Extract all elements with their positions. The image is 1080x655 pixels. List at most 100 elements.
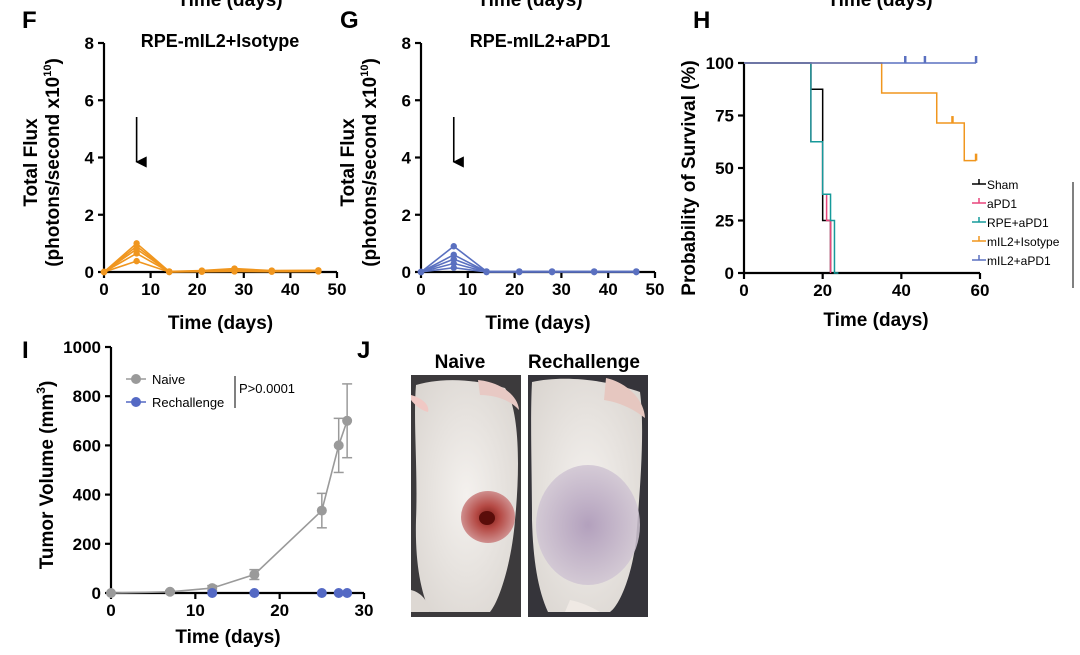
chart-f-data-point (133, 257, 140, 265)
chart-g-x-tick-label: 50 (646, 280, 665, 299)
chart-g-y-label-line1: Total Flux (338, 118, 359, 207)
chart-h-y-tick-label: 75 (715, 107, 734, 126)
chart-f-y-label-line2: (photons/second x1010) (42, 58, 64, 267)
chart-i-naive-point (106, 588, 116, 598)
chart-i: 0 10 20 30 0 200 400 600 800 1000 Time (days) Tumor… (34, 338, 373, 648)
chart-i-x-tick-label: 30 (355, 601, 374, 620)
chart-f-data-point (100, 268, 108, 276)
chart-i-naive-point (249, 569, 260, 580)
chart-f-data-point (315, 268, 322, 275)
chart-g-data-point (483, 268, 490, 276)
panel-letter-i: I (22, 337, 29, 364)
chart-h-legend-label: RPE+aPD1 (987, 216, 1049, 230)
chart-i-naive-point (316, 505, 327, 516)
chart-f-x-tick-label: 50 (328, 280, 347, 299)
chart-f-y-label-line1: Total Flux (21, 118, 42, 207)
chart-h-legend-label: aPD1 (987, 197, 1017, 211)
chart-h-x-tick-label: 0 (739, 281, 748, 300)
chart-h-legend-label: mIL2+Isotype (987, 235, 1060, 249)
chart-i-y-tick-label: 600 (73, 436, 101, 455)
chart-g-title: RPE-mIL2+aPD1 (470, 31, 611, 51)
chart-f-x-label: Time (days) (168, 313, 273, 334)
chart-i-x-tick-label: 20 (270, 601, 289, 620)
photo-naive (411, 375, 521, 617)
chart-i-rechallenge-point (333, 588, 344, 598)
chart-i-y-tick-label: 1000 (63, 338, 101, 357)
panel-letter-j: J (357, 337, 370, 364)
chart-i-x-tick-label: 0 (106, 601, 115, 620)
chart-h-legend-label: mIL2+aPD1 (987, 254, 1051, 268)
chart-i-rechallenge-point (249, 588, 260, 598)
chart-h: 0 20 40 60 0 25 50 75 100 Time (days) Probability … (679, 54, 1074, 331)
chart-h-series-aPD1 (744, 62, 832, 273)
chart-i-y-tick-label: 200 (73, 535, 101, 554)
chart-g-x-tick-label: 10 (458, 280, 477, 299)
chart-f-title: RPE-mIL2+Isotype (141, 31, 300, 51)
chart-i-rechallenge-point (342, 588, 353, 598)
chart-g-data-point (417, 268, 425, 276)
chart-i-naive-point (342, 415, 353, 426)
chart-g-data-point (548, 268, 556, 276)
chart-f: 0 10 20 30 40 50 0 2 4 6 8 Time (days) Total Flux (ph… (21, 34, 346, 334)
chart-h-x-tick-label: 60 (971, 281, 990, 300)
chart-i-legend-dot-rechallenge (131, 397, 141, 407)
chart-g-data-point (516, 268, 523, 276)
chart-h-x-tick-label: 20 (813, 281, 832, 300)
chart-f-x-tick-label: 30 (234, 280, 253, 299)
photo-rechallenge (528, 375, 648, 617)
chart-h-x-tick-label: 40 (892, 281, 911, 300)
chart-h-series-Sham (744, 62, 832, 273)
chart-g-y-tick-label: 0 (402, 263, 411, 282)
chart-f-x-tick-label: 20 (188, 280, 207, 299)
chart-f-y-tick-label: 2 (85, 206, 94, 225)
chart-f-data-point (268, 268, 275, 275)
chart-h-series-RPE+aPD1 (744, 62, 839, 274)
chart-g-x-tick-label: 30 (552, 280, 571, 299)
panel-letter-h: H (693, 7, 710, 34)
chart-h-legend-label: Sham (987, 178, 1018, 192)
chart-g-data-point (633, 268, 640, 276)
photo-label-rechallenge: Rechallenge (528, 352, 640, 373)
top-cut-label-h: Time (days) (827, 0, 932, 11)
chart-h-y-tick-label: 100 (706, 54, 734, 73)
chart-i-naive-point (165, 586, 176, 597)
chart-h-y-tick-label: 25 (715, 212, 734, 231)
panel-letter-g: G (340, 7, 359, 34)
photo-label-naive: Naive (435, 352, 486, 373)
chart-f-y-tick-label: 8 (85, 34, 94, 53)
chart-i-legend-dot-naive (131, 374, 141, 384)
top-cut-label-g: Time (days) (477, 0, 582, 11)
chart-g-y-tick-label: 4 (402, 149, 412, 168)
chart-i-y-tick-label: 400 (73, 486, 101, 505)
chart-f-y-tick-label: 4 (85, 149, 95, 168)
chart-i-x-label: Time (days) (175, 627, 280, 648)
chart-g-y-label-line2: (photons/second x1010) (359, 58, 381, 267)
top-cut-label-f: Time (days) (177, 0, 282, 11)
chart-h-y-tick-label: 50 (715, 159, 734, 178)
chart-i-legend-label-rechallenge: Rechallenge (152, 395, 224, 410)
chart-g-data-point (450, 264, 457, 271)
chart-i-y-label: Tumor Volume (mm3) (34, 381, 58, 570)
chart-f-y-tick-label: 6 (85, 91, 94, 110)
chart-h-x-label: Time (days) (823, 310, 928, 331)
chart-i-legend-label-naive: Naive (152, 372, 185, 387)
chart-i-rechallenge-point (316, 588, 327, 598)
chart-g-data-point (450, 243, 457, 250)
chart-i-y-tick-label: 800 (73, 387, 101, 406)
chart-h-y-tick-label: 0 (725, 264, 734, 283)
chart-f-data-point (198, 268, 206, 275)
panel-letter-f: F (22, 7, 37, 34)
chart-f-data-point (166, 268, 173, 276)
chart-g-x-tick-label: 0 (416, 280, 425, 299)
chart-i-rechallenge-point (207, 588, 218, 598)
chart-i-x-tick-label: 10 (186, 601, 205, 620)
chart-f-data-point (231, 268, 238, 275)
chart-i-naive-point (333, 440, 344, 451)
chart-f-y-tick-label: 0 (85, 263, 94, 282)
chart-g-x-tick-label: 40 (599, 280, 618, 299)
chart-h-series-mIL2+Isotype (744, 62, 977, 162)
chart-h-y-label: Probability of Survival (%) (679, 60, 700, 295)
chart-g-y-tick-label: 2 (402, 206, 411, 225)
chart-g-y-tick-label: 8 (402, 34, 411, 53)
